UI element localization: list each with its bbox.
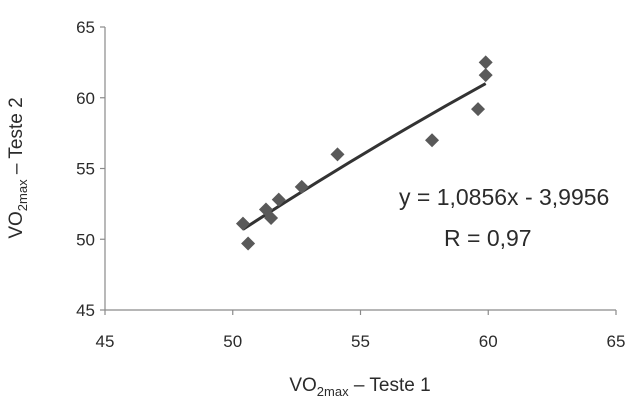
data-point [264, 211, 279, 226]
y-axis-title-subscript: 2max [15, 179, 30, 211]
data-point [330, 147, 345, 162]
y-tick-label: 50 [76, 230, 95, 249]
x-axis-title-subscript: 2max [317, 384, 349, 397]
equation-label: y = 1,0856x - 3,9956 [399, 184, 609, 210]
data-point [294, 179, 309, 194]
y-tick-label: 65 [76, 18, 95, 37]
data-point [478, 55, 493, 70]
x-axis-title: VO2max – Teste 1 [289, 375, 430, 397]
x-tick-label: 50 [223, 332, 242, 351]
data-point [471, 102, 486, 117]
data-point [235, 216, 250, 231]
x-tick-label: 60 [479, 332, 498, 351]
y-tick-label: 60 [76, 89, 95, 108]
data-point [425, 133, 440, 148]
y-tick-label: 55 [76, 160, 95, 179]
ticks: 45 50 55 60 65 45 50 55 60 65 [76, 18, 625, 351]
trendline [242, 82, 487, 231]
data-point [478, 68, 493, 83]
data-points [235, 55, 493, 251]
x-axis-title-base: VO [289, 375, 316, 396]
data-point [241, 236, 256, 251]
y-tick-label: 45 [76, 301, 95, 320]
y-axis-title-rest: – Teste 2 [6, 97, 27, 179]
y-axis-title: VO2max – Teste 2 [6, 97, 30, 238]
x-tick-label: 45 [96, 332, 115, 351]
x-axis-title-rest: – Teste 1 [349, 375, 431, 396]
r-value-label: R = 0,97 [444, 225, 532, 251]
x-tick-label: 65 [607, 332, 626, 351]
x-tick-label: 55 [351, 332, 370, 351]
y-axis-title-base: VO [6, 211, 27, 238]
data-point [271, 192, 286, 207]
axes [104, 27, 616, 311]
